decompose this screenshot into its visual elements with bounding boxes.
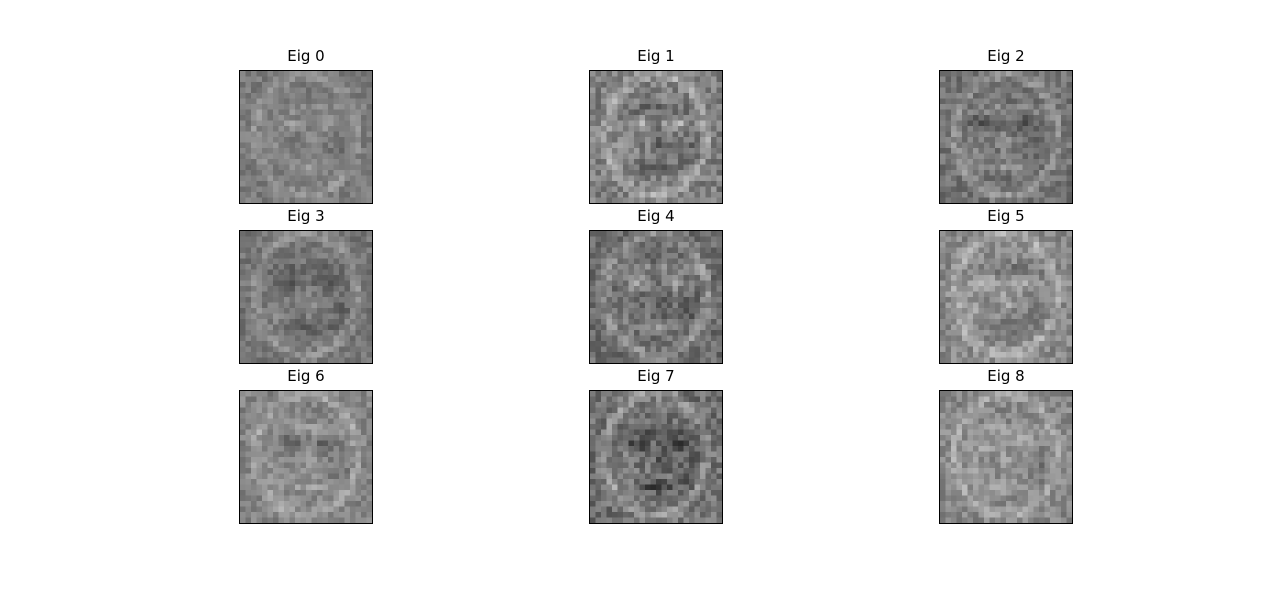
eigenface-image <box>589 390 723 524</box>
panel-title: Eig 0 <box>287 47 325 65</box>
eigenface-image <box>589 70 723 204</box>
panel-title: Eig 7 <box>637 367 675 385</box>
eigenface-image <box>939 390 1073 524</box>
panel-title: Eig 2 <box>987 47 1025 65</box>
eigenface-image <box>939 230 1073 364</box>
eigenface-image <box>239 230 373 364</box>
panel-title: Eig 8 <box>987 367 1025 385</box>
panel-title: Eig 4 <box>637 207 675 225</box>
eigenface-image <box>589 230 723 364</box>
panel-title: Eig 5 <box>987 207 1025 225</box>
eigenface-image <box>239 70 373 204</box>
eigenface-image <box>239 390 373 524</box>
panel-title: Eig 3 <box>287 207 325 225</box>
panel-title: Eig 6 <box>287 367 325 385</box>
eigenface-image <box>939 70 1073 204</box>
panel-title: Eig 1 <box>637 47 675 65</box>
